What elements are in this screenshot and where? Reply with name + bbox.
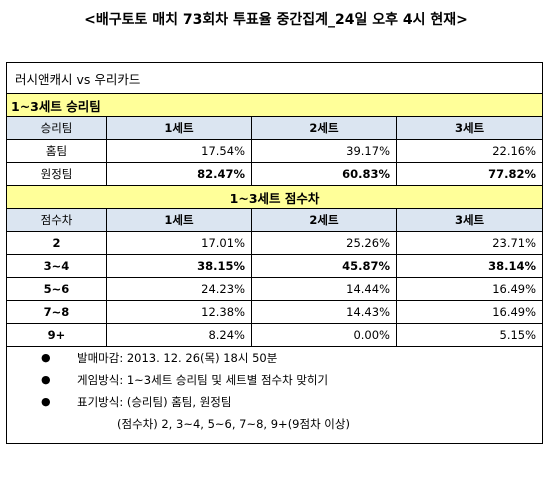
section-title-score: 1~3세트 점수차 xyxy=(5,185,544,209)
column-header: 1세트 xyxy=(106,208,252,232)
note-text: 게임방식: 1~3세트 승리팀 및 세트별 점수차 맞히기 xyxy=(77,373,329,387)
section-header-winner: 1~3세트 승리팀 xyxy=(5,93,544,117)
table-header-score: 점수차 1세트 2세트 3세트 xyxy=(6,208,544,232)
column-header: 2세트 xyxy=(251,208,397,232)
table-cell: 17.01% xyxy=(106,231,252,255)
table-cell: 38.14% xyxy=(395,254,544,278)
table-cell: 38.15% xyxy=(106,254,252,278)
table-cell: 12.38% xyxy=(106,300,252,324)
table-cell: 60.83% xyxy=(251,162,397,186)
column-header: 2세트 xyxy=(251,116,397,140)
table-row: 9+ 8.24% 0.00% 5.15% xyxy=(6,323,544,347)
table-cell: 8.24% xyxy=(106,323,252,347)
table-cell: 77.82% xyxy=(395,162,544,186)
table-row: 5~6 24.23% 14.44% 16.49% xyxy=(6,277,544,301)
table-cell: 24.23% xyxy=(106,277,252,301)
table-cell: 17.54% xyxy=(106,139,252,163)
table-cell: 23.71% xyxy=(395,231,544,255)
table-cell: 22.16% xyxy=(395,139,544,163)
section-header-score: 1~3세트 점수차 xyxy=(5,185,544,209)
row-label: 원정팀 xyxy=(6,162,107,186)
row-label: 2 xyxy=(6,231,107,255)
note-text: (점수차) 2, 3~4, 5~6, 7~8, 9+(9점차 이상) xyxy=(117,417,350,431)
note-text: 표기방식: (승리팀) 홈팀, 원정팀 xyxy=(77,395,232,409)
section-title-winner: 1~3세트 승리팀 xyxy=(5,93,544,117)
table-cell: 82.47% xyxy=(106,162,252,186)
table-cell: 5.15% xyxy=(395,323,544,347)
vote-rate-table: 러시앤캐시 vs 우리카드 1~3세트 승리팀 승리팀 1세트 2세트 3세트 … xyxy=(5,62,544,444)
column-header: 점수차 xyxy=(6,208,107,232)
table-header-winner: 승리팀 1세트 2세트 3세트 xyxy=(6,116,544,140)
table-row: 7~8 12.38% 14.43% 16.49% xyxy=(6,300,544,324)
table-row: 원정팀 82.47% 60.83% 77.82% xyxy=(6,162,544,186)
table-cell: 25.26% xyxy=(251,231,397,255)
table-cell: 16.49% xyxy=(395,300,544,324)
match-row: 러시앤캐시 vs 우리카드 xyxy=(5,62,544,94)
table-row: 3~4 38.15% 45.87% 38.14% xyxy=(6,254,544,278)
table-cell: 14.44% xyxy=(251,277,397,301)
bullet-icon: ● xyxy=(41,395,51,408)
row-label: 9+ xyxy=(6,323,107,347)
bullet-icon: ● xyxy=(41,373,51,386)
notes-row: ● 발매마감: 2013. 12. 26(목) 18시 50분 ● 게임방식: … xyxy=(5,346,544,444)
table-cell: 39.17% xyxy=(251,139,397,163)
table-row: 홈팀 17.54% 39.17% 22.16% xyxy=(6,139,544,163)
row-label: 홈팀 xyxy=(6,139,107,163)
note-text: 발매마감: 2013. 12. 26(목) 18시 50분 xyxy=(77,351,278,365)
column-header: 3세트 xyxy=(395,116,544,140)
row-label: 7~8 xyxy=(6,300,107,324)
note-deadline: ● 발매마감: 2013. 12. 26(목) 18시 50분 xyxy=(7,347,542,369)
column-header: 3세트 xyxy=(395,208,544,232)
note-method: ● 게임방식: 1~3세트 승리팀 및 세트별 점수차 맞히기 xyxy=(7,369,542,391)
page-title: <배구토토 매치 73회차 투표율 중간집계_24일 오후 4시 현재> xyxy=(84,12,468,28)
note-display: ● 표기방식: (승리팀) 홈팀, 원정팀 xyxy=(7,391,542,413)
column-header: 승리팀 xyxy=(6,116,107,140)
match-name: 러시앤캐시 vs 우리카드 xyxy=(5,62,544,94)
row-label: 5~6 xyxy=(6,277,107,301)
table-cell: 16.49% xyxy=(395,277,544,301)
notes-block: ● 발매마감: 2013. 12. 26(목) 18시 50분 ● 게임방식: … xyxy=(7,347,542,435)
bullet-icon: ● xyxy=(41,351,51,364)
table-row: 2 17.01% 25.26% 23.71% xyxy=(6,231,544,255)
table-cell: 45.87% xyxy=(251,254,397,278)
notes-cell: ● 발매마감: 2013. 12. 26(목) 18시 50분 ● 게임방식: … xyxy=(5,346,544,444)
row-label: 3~4 xyxy=(6,254,107,278)
table-cell: 14.43% xyxy=(251,300,397,324)
column-header: 1세트 xyxy=(106,116,252,140)
note-display-continued: (점수차) 2, 3~4, 5~6, 7~8, 9+(9점차 이상) xyxy=(7,413,542,435)
table-cell: 0.00% xyxy=(251,323,397,347)
